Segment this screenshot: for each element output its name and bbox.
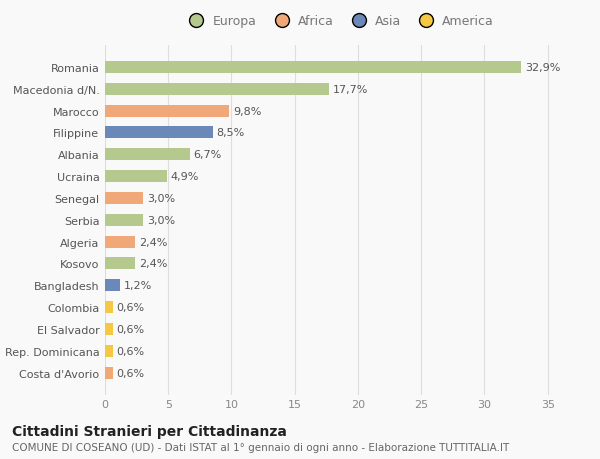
Text: 0,6%: 0,6% <box>116 368 145 378</box>
Text: 4,9%: 4,9% <box>171 172 199 182</box>
Text: 17,7%: 17,7% <box>332 84 368 95</box>
Bar <box>105 345 113 357</box>
Bar <box>105 106 229 118</box>
Bar <box>105 62 521 74</box>
Bar <box>105 214 143 226</box>
Text: Cittadini Stranieri per Cittadinanza: Cittadini Stranieri per Cittadinanza <box>12 425 287 438</box>
Bar <box>105 149 190 161</box>
Text: 0,6%: 0,6% <box>116 346 145 356</box>
Bar <box>105 192 143 205</box>
Text: 9,8%: 9,8% <box>233 106 261 116</box>
Text: 6,7%: 6,7% <box>194 150 222 160</box>
Text: 32,9%: 32,9% <box>525 63 560 73</box>
Bar <box>105 236 136 248</box>
Bar <box>105 258 136 270</box>
Text: 3,0%: 3,0% <box>147 194 175 203</box>
Text: COMUNE DI COSEANO (UD) - Dati ISTAT al 1° gennaio di ogni anno - Elaborazione TU: COMUNE DI COSEANO (UD) - Dati ISTAT al 1… <box>12 442 509 452</box>
Text: 0,6%: 0,6% <box>116 325 145 334</box>
Bar <box>105 127 212 139</box>
Bar <box>105 367 113 379</box>
Bar <box>105 302 113 313</box>
Text: 2,4%: 2,4% <box>139 259 167 269</box>
Text: 1,2%: 1,2% <box>124 281 152 291</box>
Text: 2,4%: 2,4% <box>139 237 167 247</box>
Bar <box>105 280 120 292</box>
Text: 0,6%: 0,6% <box>116 302 145 313</box>
Bar <box>105 84 329 95</box>
Bar <box>105 323 113 335</box>
Bar <box>105 171 167 183</box>
Legend: Europa, Africa, Asia, America: Europa, Africa, Asia, America <box>179 10 499 33</box>
Text: 8,5%: 8,5% <box>217 128 245 138</box>
Text: 3,0%: 3,0% <box>147 215 175 225</box>
